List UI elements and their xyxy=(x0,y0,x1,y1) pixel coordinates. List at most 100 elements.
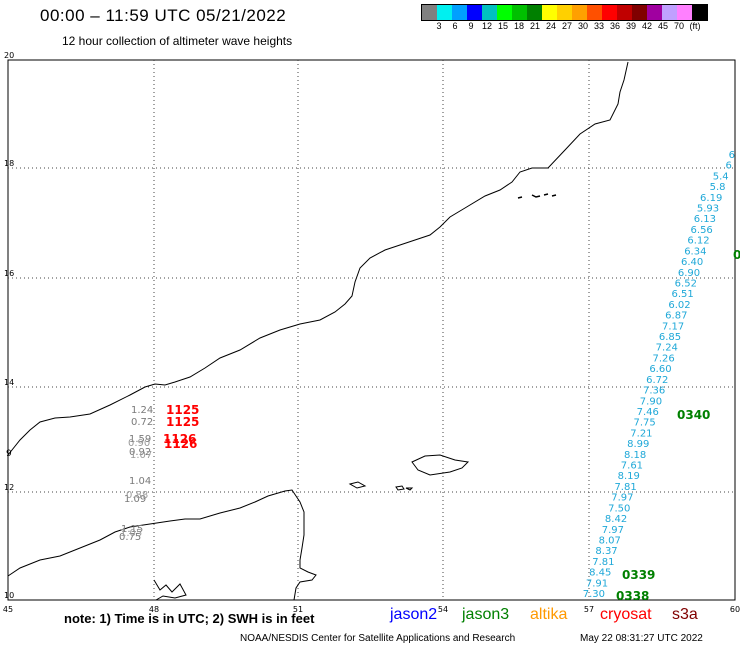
generated-timestamp: May 22 08:31:27 UTC 2022 xyxy=(580,633,703,644)
swh-value-label: 6.51 xyxy=(672,289,694,300)
swh-value-label: 0.75 xyxy=(119,532,141,543)
swh-value-label: 0.90 xyxy=(128,438,150,449)
legend-label: 6 xyxy=(452,21,458,31)
legend-swatch xyxy=(437,5,452,20)
legend-label: 12 xyxy=(481,21,492,31)
map-frame xyxy=(7,59,736,601)
pass-time-label: 0340 xyxy=(677,408,710,422)
swh-value-label: 6 xyxy=(729,150,735,161)
legend-swatch xyxy=(557,5,572,20)
swh-value-label: 0.92 xyxy=(129,447,151,458)
legend-swatch xyxy=(482,5,497,20)
legend-swatch xyxy=(452,5,467,20)
latitude-tick-label: 10 xyxy=(4,591,14,600)
legend-label: 36 xyxy=(609,21,620,31)
latitude-tick-label: 16 xyxy=(4,269,14,278)
color-legend xyxy=(421,4,708,21)
satellite-jason3: jason3 xyxy=(462,606,510,623)
longitude-tick-label: 54 xyxy=(438,605,448,614)
legend-swatch xyxy=(617,5,632,20)
longitude-tick-label: 51 xyxy=(293,605,303,614)
swh-value-label: 1.09 xyxy=(124,494,146,505)
swh-value-label: 6.52 xyxy=(675,278,697,289)
swh-value-label: 0.88 xyxy=(126,490,148,501)
swh-value-label: 7.91 xyxy=(586,578,608,589)
swh-value-label: 8.42 xyxy=(605,514,627,525)
island-socotra xyxy=(411,454,470,476)
satellite-altika: altika xyxy=(530,606,568,623)
legend-label: 9 xyxy=(468,21,474,31)
swh-value-label: 7.26 xyxy=(652,353,674,364)
swh-value-label: 7.50 xyxy=(608,503,630,514)
longitude-tick-label: 45 xyxy=(3,605,13,614)
swh-value-label: 7.30 xyxy=(583,589,605,600)
swh-value-label: 7.17 xyxy=(662,321,684,332)
satellite-s3a: s3a xyxy=(672,606,698,623)
swh-value-label: 5.4 xyxy=(713,171,729,182)
swh-value-label: 6.02 xyxy=(668,300,690,311)
legend-swatch xyxy=(497,5,512,20)
legend-swatch xyxy=(647,5,662,20)
map-subtitle: 12 hour collection of altimeter wave hei… xyxy=(62,34,293,48)
edge-label: 9 xyxy=(6,449,12,459)
swh-value-label: 7.97 xyxy=(611,493,633,504)
legend-label: 39 xyxy=(625,21,636,31)
latitude-tick-label: 12 xyxy=(4,483,14,492)
islands-kuria-muria xyxy=(517,193,557,199)
legend-swatch xyxy=(632,5,647,20)
swh-value-label: 5.8 xyxy=(710,182,726,193)
legend-label: 15 xyxy=(497,21,508,31)
legend-swatch xyxy=(467,5,482,20)
map-title: 00:00 – 11:59 UTC 05/21/2022 xyxy=(40,6,287,25)
legend-label: 3 xyxy=(436,21,442,31)
swh-value-label: 6.87 xyxy=(665,311,687,322)
credit-text: NOAA/NESDIS Center for Satellite Applica… xyxy=(240,633,516,644)
longitude-tick-label: 60 xyxy=(730,605,740,614)
pass-time-label: 1125 xyxy=(166,415,199,429)
latitude-tick-label: 20 xyxy=(4,51,14,60)
altimeter-tracks: 665.45.86.195.936.136.566.126.346.406.90… xyxy=(6,150,740,603)
map-note: note: 1) Time is in UTC; 2) SWH is in fe… xyxy=(64,611,315,626)
pass-time-label: 1126 xyxy=(163,432,196,446)
legend-swatch xyxy=(572,5,587,20)
latitude-tick-label: 18 xyxy=(4,159,14,168)
swh-value-label: 6.85 xyxy=(659,332,681,343)
swh-value-label: 7.75 xyxy=(633,418,655,429)
swh-value-label: 6.56 xyxy=(691,225,713,236)
swh-value-label: 1.07 xyxy=(130,450,152,461)
coastline-africa xyxy=(7,489,317,601)
pass-time-label: 0 xyxy=(733,248,740,262)
legend-swatch xyxy=(677,5,692,20)
satellite-cryosat: cryosat xyxy=(600,606,652,623)
swh-value-label: 1.05 xyxy=(120,528,142,539)
swh-value-label: 7.61 xyxy=(621,461,643,472)
swh-value-label: 1.15 xyxy=(121,524,143,535)
swh-value-label: 7.90 xyxy=(640,396,662,407)
swh-value-label: 6.40 xyxy=(681,257,703,268)
longitude-tick-label: 48 xyxy=(149,605,159,614)
swh-value-label: 6.34 xyxy=(684,246,706,257)
swh-value-label: 8.19 xyxy=(618,471,640,482)
swh-value-label: 7.36 xyxy=(643,386,665,397)
legend-label: 18 xyxy=(513,21,524,31)
swh-value-label: 7.24 xyxy=(656,343,678,354)
legend-label: 27 xyxy=(561,21,572,31)
swh-value-label: 6.13 xyxy=(694,214,716,225)
legend-swatch xyxy=(587,5,602,20)
pass-time-label: 0339 xyxy=(622,568,655,582)
coastal-marks xyxy=(153,579,187,601)
legend-label: 21 xyxy=(529,21,540,31)
color-legend-labels: 3 6 9 12 15 18 21 24 27 30 33 36 39 42 45 70 (ft) xyxy=(421,21,740,33)
swh-value-label: 7.97 xyxy=(602,525,624,536)
legend-swatch xyxy=(422,5,437,20)
swh-value-label: 7.81 xyxy=(614,482,636,493)
legend-label: 30 xyxy=(577,21,588,31)
swh-value-label: 5.93 xyxy=(697,204,719,215)
legend-label: 24 xyxy=(545,21,556,31)
legend-label: 45 xyxy=(657,21,668,31)
legend-swatch xyxy=(602,5,617,20)
island-small-1 xyxy=(348,481,367,489)
swh-value-label: 8.18 xyxy=(624,450,646,461)
